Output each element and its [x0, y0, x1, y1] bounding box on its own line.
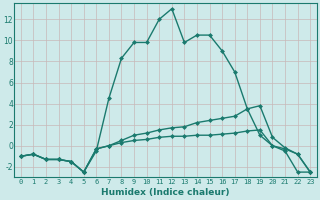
X-axis label: Humidex (Indice chaleur): Humidex (Indice chaleur) [101, 188, 230, 197]
